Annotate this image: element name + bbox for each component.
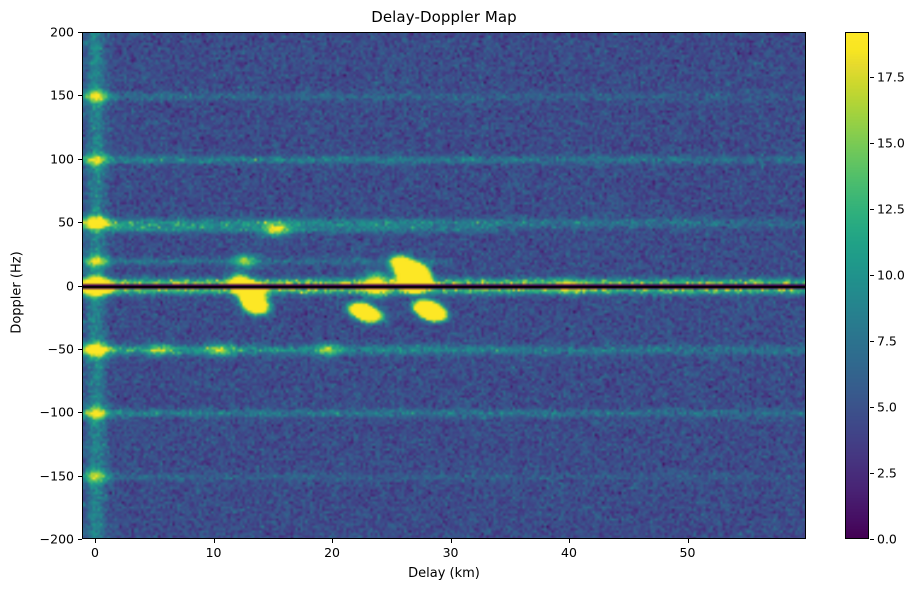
colorbar-tick-mark bbox=[870, 472, 874, 474]
heatmap-canvas bbox=[83, 33, 805, 538]
y-tick-label: −200 bbox=[39, 531, 74, 547]
y-tick-label: 100 bbox=[50, 151, 74, 167]
colorbar-tick-mark bbox=[870, 274, 874, 276]
y-tick-label: −100 bbox=[39, 404, 74, 420]
x-tick-mark bbox=[687, 539, 689, 543]
x-tick-label: 20 bbox=[324, 545, 340, 560]
colorbar-tick-mark bbox=[870, 340, 874, 342]
colorbar-tick-label: 0.0 bbox=[877, 531, 897, 547]
colorbar-tick-mark bbox=[870, 539, 874, 540]
y-tick-mark bbox=[78, 539, 82, 540]
colorbar-tick-mark bbox=[870, 406, 874, 408]
heatmap-plot-area bbox=[82, 32, 806, 539]
x-tick-label: 30 bbox=[442, 545, 459, 560]
x-tick-mark bbox=[95, 539, 97, 543]
x-axis-label: Delay (km) bbox=[408, 566, 480, 581]
x-tick-label: 10 bbox=[205, 545, 222, 560]
y-tick-mark bbox=[78, 475, 82, 477]
colorbar-tick-label: 15.0 bbox=[877, 135, 905, 151]
y-tick-mark bbox=[78, 95, 82, 97]
x-tick-label: 0 bbox=[91, 545, 100, 560]
colorbar bbox=[845, 32, 869, 539]
y-tick-label: −50 bbox=[47, 341, 74, 357]
y-tick-mark bbox=[78, 158, 82, 160]
y-tick-label: 150 bbox=[50, 87, 74, 103]
y-tick-mark bbox=[78, 222, 82, 224]
y-tick-mark bbox=[78, 412, 82, 414]
y-tick-label: 0 bbox=[66, 278, 74, 293]
x-tick-mark bbox=[450, 539, 452, 543]
page-title: Delay-Doppler Map bbox=[371, 8, 517, 26]
y-tick-mark bbox=[78, 32, 82, 33]
y-tick-mark bbox=[78, 285, 82, 287]
x-tick-mark bbox=[213, 539, 215, 543]
x-tick-label: 50 bbox=[679, 545, 696, 560]
colorbar-tick-label: 5.0 bbox=[877, 399, 897, 415]
x-tick-label: 40 bbox=[561, 545, 577, 560]
x-tick-mark bbox=[332, 539, 334, 543]
y-tick-label: 50 bbox=[58, 214, 74, 230]
colorbar-gradient bbox=[846, 33, 868, 538]
y-tick-label: 200 bbox=[50, 24, 74, 40]
colorbar-tick-label: 2.5 bbox=[877, 465, 897, 481]
colorbar-tick-label: 12.5 bbox=[877, 201, 905, 217]
colorbar-tick-mark bbox=[870, 76, 874, 78]
y-tick-label: −150 bbox=[39, 468, 74, 484]
colorbar-tick-label: 10.0 bbox=[877, 267, 905, 283]
y-tick-mark bbox=[78, 348, 82, 350]
colorbar-tick-label: 7.5 bbox=[877, 333, 897, 349]
colorbar-tick-mark bbox=[870, 142, 874, 144]
x-tick-mark bbox=[569, 539, 570, 543]
colorbar-tick-mark bbox=[870, 208, 874, 210]
colorbar-tick-label: 17.5 bbox=[877, 69, 905, 85]
